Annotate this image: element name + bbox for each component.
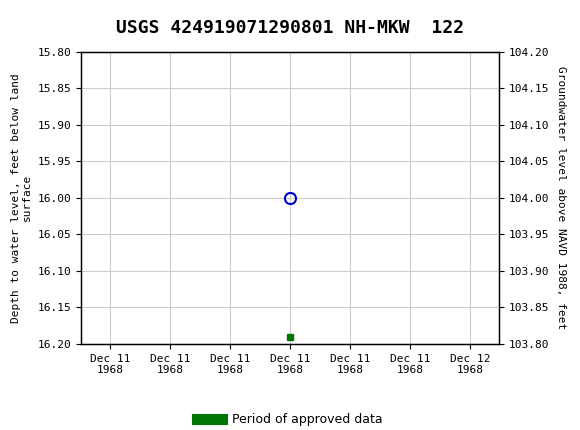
Legend: Period of approved data: Period of approved data xyxy=(192,408,388,430)
Text: USGS: USGS xyxy=(41,6,88,26)
Y-axis label: Groundwater level above NAVD 1988, feet: Groundwater level above NAVD 1988, feet xyxy=(556,66,566,329)
Text: USGS 424919071290801 NH-MKW  122: USGS 424919071290801 NH-MKW 122 xyxy=(116,19,464,37)
Y-axis label: Depth to water level, feet below land
surface: Depth to water level, feet below land su… xyxy=(10,73,32,322)
